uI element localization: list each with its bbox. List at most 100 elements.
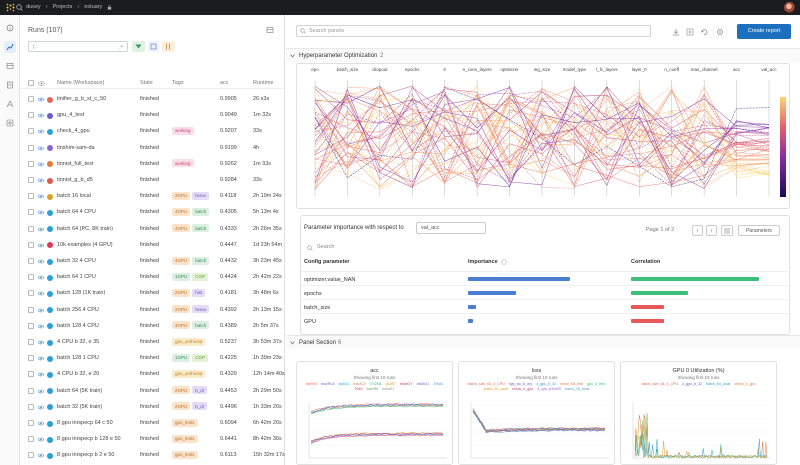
run-name[interactable]: check_4_gpu — [57, 128, 90, 135]
run-name[interactable]: tinnist_full_test — [57, 160, 94, 167]
row-checkbox[interactable] — [28, 420, 34, 426]
parallel-line[interactable] — [314, 85, 770, 189]
row-checkbox[interactable] — [28, 387, 34, 394]
row-checkbox[interactable] — [28, 452, 34, 459]
table-row[interactable]: check_4_gpu finished working 0.9207 33s — [20, 123, 285, 140]
run-name[interactable]: batch 32 (5K train) — [57, 403, 103, 410]
group-button[interactable] — [148, 41, 159, 52]
run-color-dot[interactable] — [47, 452, 53, 459]
parallel-line[interactable] — [314, 89, 770, 174]
parallel-line[interactable] — [314, 86, 770, 185]
series-line[interactable] — [310, 434, 444, 445]
tag-badge[interactable]: b_dr — [192, 386, 208, 395]
gpu-line-chart[interactable] — [625, 400, 773, 464]
parallel-line[interactable] — [314, 93, 770, 190]
table-row[interactable]: 8 gpu inrspecp b 2 e 50 finished gpu_tests… — [20, 447, 285, 464]
tag-badge[interactable]: 4GPU — [172, 321, 191, 330]
select-all-checkbox[interactable] — [28, 80, 34, 86]
table-row[interactable]: 4 CPU b 32, e 35 finished gpu_anthusta 0.52… — [20, 334, 285, 351]
row-checkbox[interactable] — [28, 193, 34, 200]
run-name[interactable]: batch 128 (1K train) — [57, 290, 106, 297]
run-color-dot[interactable] — [47, 128, 53, 135]
run-color-dot[interactable] — [47, 355, 53, 362]
eye-icon[interactable] — [38, 97, 44, 102]
eye-icon[interactable] — [38, 372, 44, 377]
breadcrumb-project[interactable]: estuary — [84, 4, 103, 10]
legend-item[interactable]: t7h2KB — [369, 382, 382, 386]
run-color-dot[interactable] — [47, 339, 53, 346]
run-name[interactable]: batch 16 local — [57, 193, 91, 200]
parallel-coordinates-plot[interactable] — [307, 72, 777, 198]
row-checkbox[interactable] — [28, 96, 34, 102]
parallel-line[interactable] — [314, 96, 770, 179]
tag-badge[interactable]: hist — [192, 288, 206, 297]
run-color-dot[interactable] — [47, 193, 53, 200]
overview-icon[interactable] — [4, 22, 16, 34]
tag-badge[interactable]: CGP — [192, 353, 209, 362]
run-name[interactable]: gpu_4_test — [57, 112, 85, 119]
parallel-line[interactable] — [314, 87, 770, 190]
download-icon[interactable] — [672, 28, 680, 36]
legend-item[interactable]: batch_size_64_4_CPU — [468, 382, 505, 386]
axis-label[interactable]: epo — [311, 67, 319, 72]
run-color-dot[interactable] — [47, 112, 53, 119]
parallel-line[interactable] — [314, 99, 770, 176]
run-color-dot[interactable] — [47, 242, 53, 249]
avatar[interactable] — [784, 2, 795, 13]
eye-icon[interactable] — [38, 227, 44, 232]
parallel-line[interactable] — [314, 92, 770, 178]
legend-item[interactable]: check_4_gpu — [734, 382, 756, 386]
legend-item[interactable]: batch_64_local — [483, 386, 508, 391]
tag-badge[interactable]: 4GPU — [172, 256, 191, 265]
table-view-button[interactable] — [721, 225, 733, 236]
table-row[interactable]: batch 64 1 CPU finished 1GPU CGP 0.4424 2h 42… — [20, 269, 285, 286]
table-icon[interactable] — [4, 60, 16, 72]
legend-item[interactable]: bstwGY — [400, 382, 413, 386]
row-checkbox[interactable] — [28, 177, 34, 183]
run-name[interactable]: 8 gpu inrspecp 64 c 50 — [57, 420, 113, 426]
run-color-dot[interactable] — [47, 420, 53, 427]
row-checkbox[interactable] — [28, 290, 34, 297]
legend-item[interactable]: Z9WA — [433, 382, 444, 386]
parallel-line[interactable] — [314, 88, 770, 187]
axis-label[interactable]: l_fc_layers — [596, 67, 618, 72]
series-line[interactable] — [472, 411, 606, 432]
regex-icon[interactable]: .* — [119, 44, 125, 50]
parallel-line[interactable] — [314, 93, 770, 178]
filter-button[interactable] — [132, 41, 145, 52]
panel-search-input[interactable]: Search panels — [296, 25, 651, 37]
run-name[interactable]: 4 CPU b 32, e 35 — [57, 339, 100, 345]
axis-label[interactable]: max_channel — [690, 67, 718, 72]
row-checkbox[interactable] — [28, 241, 34, 248]
artifacts-icon[interactable] — [4, 117, 16, 129]
tag-badge[interactable]: 2GPU — [172, 305, 191, 314]
parallel-line[interactable] — [314, 104, 770, 181]
eye-icon[interactable] — [38, 243, 44, 248]
legend-item[interactable]: tobuR6 — [366, 386, 379, 391]
series-line[interactable] — [310, 405, 444, 415]
parallel-line[interactable] — [314, 85, 770, 189]
run-name[interactable]: batch 64 1 CPU — [57, 274, 96, 281]
row-checkbox[interactable] — [28, 160, 34, 167]
row-checkbox[interactable] — [28, 209, 34, 216]
series-line[interactable] — [634, 417, 768, 459]
table-row[interactable]: tinifier_g_b_st_c_50 finished 0.9905 26 s3s — [20, 91, 285, 108]
series-line[interactable] — [310, 434, 444, 443]
parallel-line[interactable] — [314, 86, 770, 187]
parallel-line[interactable] — [314, 85, 770, 166]
col-correlation[interactable]: Correlation — [631, 259, 661, 265]
run-color-dot[interactable] — [47, 274, 53, 281]
col-state[interactable]: State — [140, 80, 153, 86]
run-name[interactable]: 10k examples (4 GPU) — [57, 241, 113, 248]
col-tags[interactable]: Tags — [172, 80, 184, 86]
chevron-down-icon[interactable] — [290, 341, 295, 345]
tag-badge[interactable]: gpu_tests — [172, 434, 198, 443]
table-row[interactable]: batch 32 4 CPU finished 4GPU batch 0.4432 3h … — [20, 253, 285, 270]
run-name[interactable]: batch 64 4 CPU — [57, 209, 96, 216]
axis-label[interactable]: acc — [733, 67, 741, 72]
tag-badge[interactable]: 2GPU — [172, 288, 191, 297]
run-color-dot[interactable] — [47, 145, 53, 152]
eye-icon[interactable] — [38, 178, 44, 183]
legend-item[interactable]: batch_64_local — [706, 382, 731, 386]
legend-item[interactable]: bstzRL8 — [321, 382, 335, 386]
